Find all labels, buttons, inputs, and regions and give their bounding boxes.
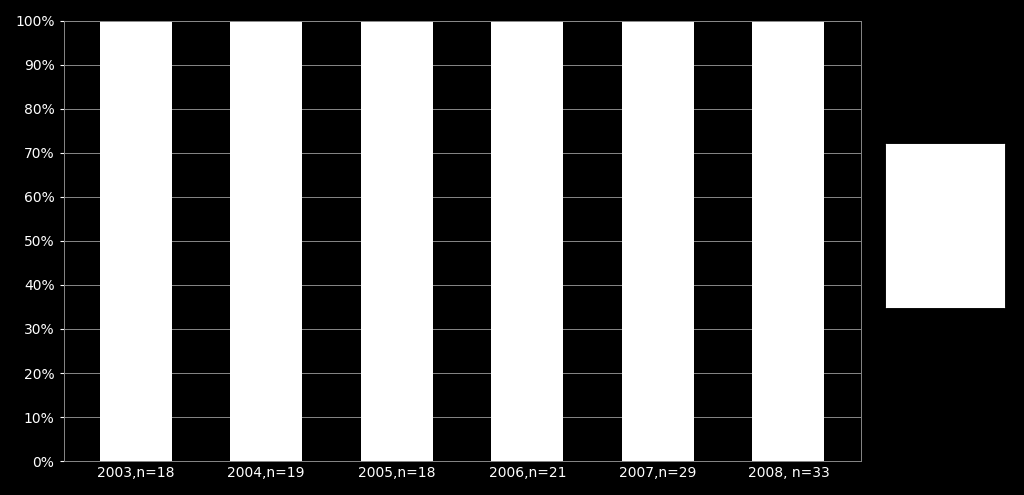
Bar xyxy=(230,20,302,461)
Bar xyxy=(99,20,172,461)
Bar xyxy=(492,20,563,461)
Bar xyxy=(622,20,693,461)
Bar xyxy=(753,20,824,461)
Bar xyxy=(360,20,433,461)
